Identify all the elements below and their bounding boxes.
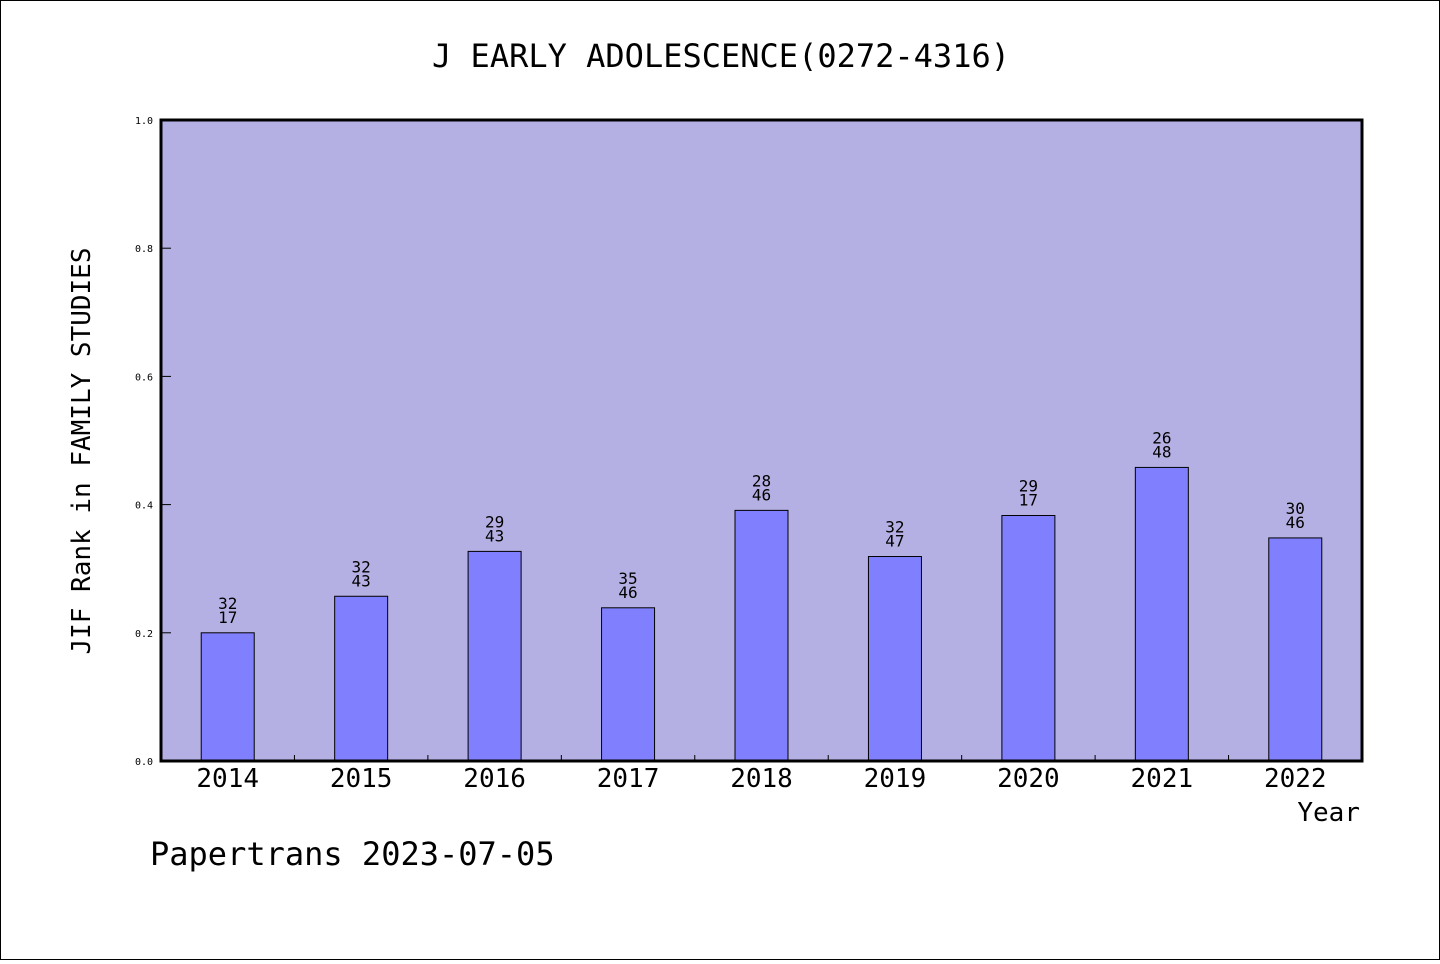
- x-tick-label: 2019: [864, 764, 927, 794]
- y-tick-label: 0.2: [135, 629, 153, 640]
- x-tick-label: 2018: [730, 764, 793, 794]
- y-tick-label: 0.8: [135, 244, 153, 255]
- bar-label-bottom: 48: [1152, 442, 1171, 461]
- bar: [734, 509, 789, 762]
- y-axis-label: JIF Rank in FAMILY STUDIES: [67, 248, 97, 655]
- y-tick-label: 0.4: [135, 501, 153, 512]
- bar-label-top: 32: [218, 594, 237, 613]
- bar-label-top: 29: [1019, 476, 1038, 495]
- x-tick-label: 2022: [1264, 764, 1327, 794]
- bar-label-bottom: 47: [885, 532, 904, 551]
- bar-label-top: 26: [1152, 428, 1171, 447]
- bar-label-bottom: 43: [485, 526, 504, 545]
- bar-label-bottom: 46: [752, 485, 771, 504]
- bar-label-bottom: 46: [618, 583, 637, 602]
- bar-label-top: 28: [752, 471, 771, 490]
- plot-border: [159, 118, 1364, 763]
- bar: [1134, 466, 1189, 762]
- chart-title: J EARLY ADOLESCENCE(0272-4316): [432, 37, 1010, 75]
- bar: [334, 595, 389, 762]
- x-tick-label: 2017: [597, 764, 660, 794]
- bar-label-top: 32: [352, 557, 371, 576]
- bar-label-bottom: 17: [1019, 490, 1038, 509]
- x-tick-label: 2015: [330, 764, 393, 794]
- y-tick-label: 1.0: [135, 116, 153, 127]
- x-tick-label: 2016: [463, 764, 526, 794]
- bar: [1001, 514, 1056, 762]
- bar-label-top: 32: [885, 518, 904, 537]
- y-tick-label: 0.0: [135, 757, 153, 768]
- bar-label-bottom: 43: [352, 571, 371, 590]
- bar: [867, 556, 922, 762]
- bar: [1268, 537, 1323, 762]
- bar-label-top: 29: [485, 512, 504, 531]
- bar-label-bottom: 46: [1286, 513, 1305, 532]
- x-axis-label: Year: [1297, 798, 1360, 828]
- bar: [200, 632, 255, 762]
- x-tick-label: 2021: [1131, 764, 1194, 794]
- x-axis: 2014 2015 2016 2017 2018 2019 2020 2021 2022: [196, 755, 1327, 794]
- y-tick-label: 0.6: [135, 372, 153, 383]
- x-tick-label: 2020: [997, 764, 1060, 794]
- bar: [467, 550, 522, 762]
- bar-label-top: 35: [618, 569, 637, 588]
- bar-label-top: 30: [1286, 499, 1305, 518]
- footer-credit: Papertrans 2023-07-05: [150, 835, 555, 873]
- bar-label-bottom: 17: [218, 608, 237, 627]
- bar: [601, 607, 656, 762]
- x-tick-label: 2014: [196, 764, 259, 794]
